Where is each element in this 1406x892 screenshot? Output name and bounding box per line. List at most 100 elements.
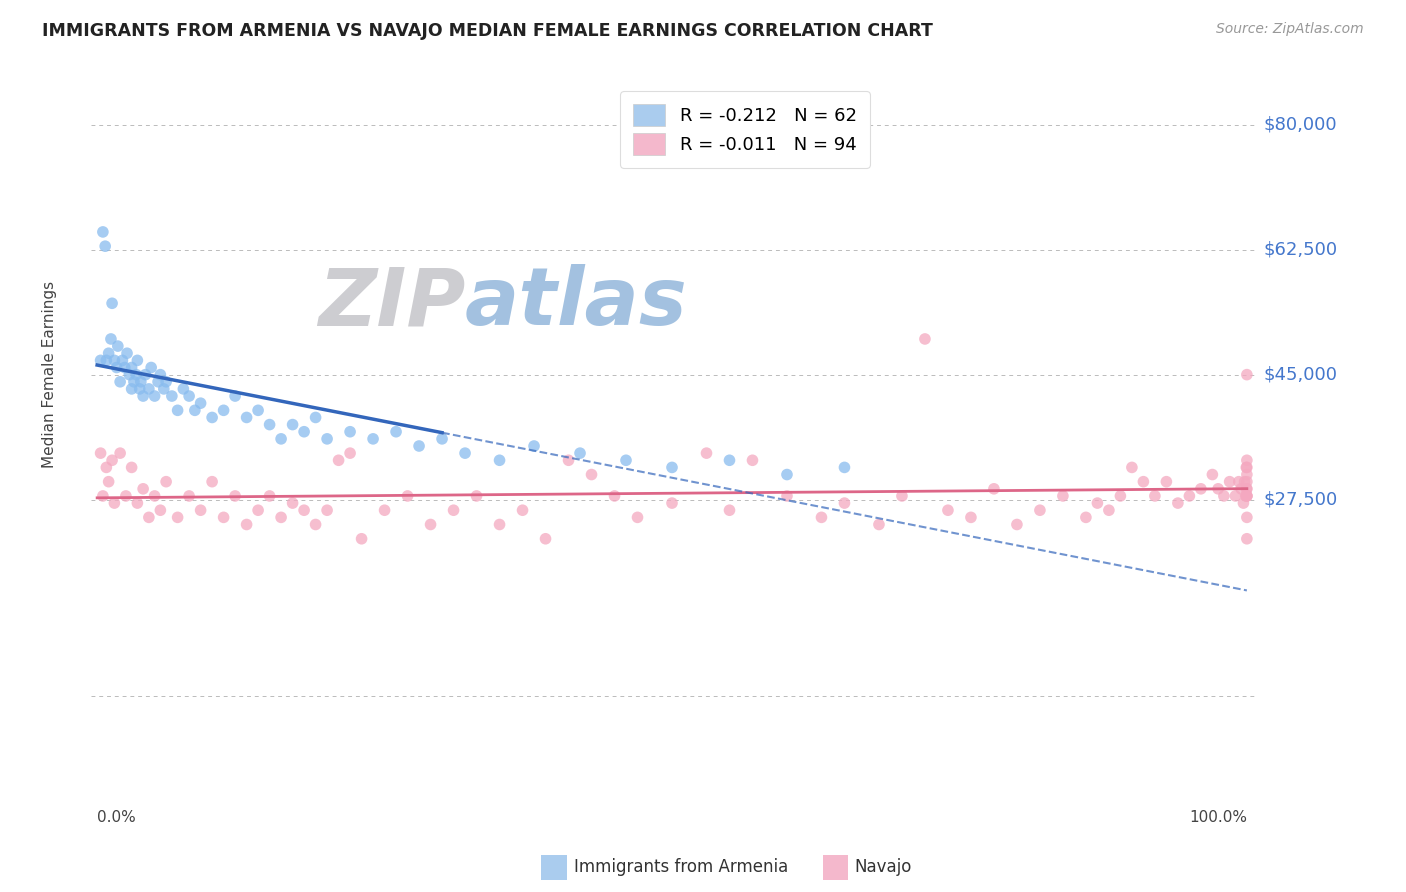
Point: [1227, 475, 1250, 489]
Point: [304, 517, 326, 532]
Point: [1212, 489, 1234, 503]
Point: [114, 360, 136, 375]
Point: [1234, 460, 1257, 475]
Point: [1236, 489, 1258, 503]
Point: [1234, 489, 1257, 503]
Text: Immigrants from Armenia: Immigrants from Armenia: [574, 858, 787, 876]
Point: [235, 410, 257, 425]
Point: [111, 353, 134, 368]
Point: [172, 382, 194, 396]
Point: [488, 453, 510, 467]
Point: [292, 503, 315, 517]
Point: [201, 410, 224, 425]
Point: [94, 239, 117, 253]
Point: [90, 446, 112, 460]
Point: [100, 332, 122, 346]
Point: [1219, 475, 1241, 489]
Point: [718, 453, 741, 467]
Point: [776, 467, 799, 482]
Point: [141, 360, 163, 375]
Point: [1206, 482, 1229, 496]
Point: [1233, 475, 1256, 489]
Point: [270, 432, 292, 446]
Point: [190, 396, 212, 410]
Point: [132, 389, 155, 403]
Point: [155, 475, 177, 489]
Point: [557, 453, 579, 467]
Text: $62,500: $62,500: [1264, 241, 1339, 259]
Point: [626, 510, 648, 524]
Point: [741, 453, 763, 467]
Point: [1052, 489, 1074, 503]
Point: [1236, 368, 1258, 382]
Point: [281, 417, 304, 432]
Point: [374, 503, 396, 517]
Point: [259, 417, 281, 432]
Point: [1232, 496, 1254, 510]
Point: [1167, 496, 1189, 510]
Point: [212, 510, 235, 524]
Point: [101, 296, 124, 310]
Point: [281, 496, 304, 510]
Point: [1236, 482, 1258, 496]
Text: $80,000: $80,000: [1264, 116, 1337, 134]
Point: [105, 360, 128, 375]
Point: [96, 460, 118, 475]
Point: [1005, 517, 1028, 532]
Point: [936, 503, 959, 517]
Point: [138, 382, 160, 396]
Point: [121, 460, 143, 475]
Point: [138, 510, 160, 524]
Point: [891, 489, 914, 503]
Point: [1143, 489, 1166, 503]
Point: [103, 353, 125, 368]
Point: [385, 425, 408, 439]
Point: [166, 403, 188, 417]
Point: [868, 517, 890, 532]
Point: [465, 489, 488, 503]
Point: [316, 432, 339, 446]
Point: [1236, 475, 1258, 489]
Point: [1236, 467, 1258, 482]
Point: [1074, 510, 1097, 524]
Point: [149, 503, 172, 517]
Point: [1156, 475, 1178, 489]
Point: [108, 375, 131, 389]
Point: [292, 425, 315, 439]
Point: [569, 446, 592, 460]
Point: [361, 432, 384, 446]
Point: [834, 460, 856, 475]
Point: [121, 382, 143, 396]
Point: [90, 353, 112, 368]
Point: [914, 332, 936, 346]
Point: [127, 353, 149, 368]
Point: [184, 403, 207, 417]
Point: [1189, 482, 1212, 496]
Point: [91, 225, 114, 239]
Point: [1121, 460, 1143, 475]
Point: [1236, 482, 1258, 496]
Point: [488, 517, 510, 532]
Point: [247, 403, 270, 417]
Text: atlas: atlas: [465, 264, 688, 343]
Point: [339, 446, 361, 460]
Point: [91, 489, 114, 503]
Text: Source: ZipAtlas.com: Source: ZipAtlas.com: [1216, 22, 1364, 37]
Point: [190, 503, 212, 517]
Point: [115, 489, 138, 503]
Text: IMMIGRANTS FROM ARMENIA VS NAVAJO MEDIAN FEMALE EARNINGS CORRELATION CHART: IMMIGRANTS FROM ARMENIA VS NAVAJO MEDIAN…: [42, 22, 934, 40]
Point: [523, 439, 546, 453]
Point: [160, 389, 183, 403]
Point: [1225, 489, 1247, 503]
Point: [103, 496, 125, 510]
Point: [1236, 453, 1258, 467]
Point: [1230, 482, 1253, 496]
Point: [443, 503, 465, 517]
Point: [810, 510, 832, 524]
Text: $45,000: $45,000: [1264, 366, 1339, 384]
Point: [1098, 503, 1121, 517]
Point: [1236, 510, 1258, 524]
Point: [134, 368, 156, 382]
Point: [179, 489, 201, 503]
Point: [166, 510, 188, 524]
